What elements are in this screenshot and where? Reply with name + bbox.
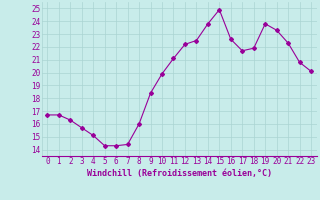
X-axis label: Windchill (Refroidissement éolien,°C): Windchill (Refroidissement éolien,°C) (87, 169, 272, 178)
